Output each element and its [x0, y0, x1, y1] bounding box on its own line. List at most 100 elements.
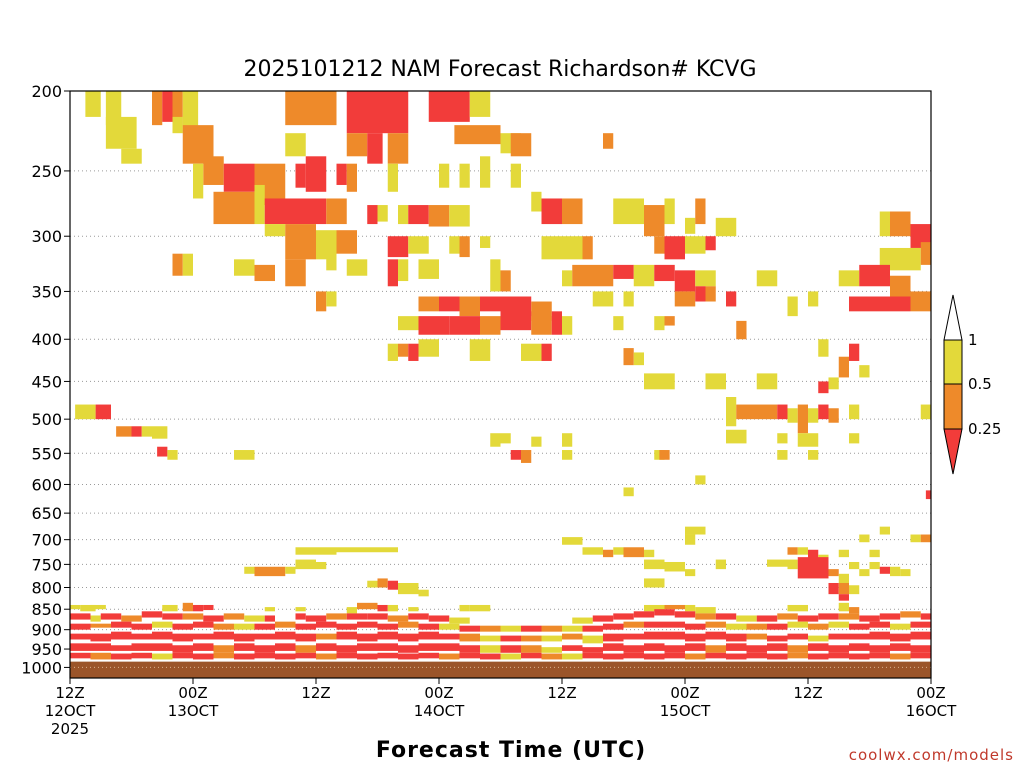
ri-cell [695, 613, 716, 620]
ri-cell [531, 316, 552, 335]
y-tick-label: 900 [31, 621, 62, 640]
ri-cell [111, 653, 132, 660]
colorbar-tick-label: 1 [968, 331, 978, 349]
ri-cell [644, 205, 665, 237]
ri-cell [480, 625, 501, 632]
ri-cell [828, 569, 839, 577]
ri-cell [828, 652, 849, 659]
ri-cell [480, 316, 501, 335]
ri-cell [849, 585, 860, 595]
ri-cell [838, 582, 849, 595]
ri-cell [644, 631, 665, 640]
ri-cell [285, 224, 316, 260]
ri-cell [418, 339, 439, 357]
ri-cell [459, 633, 480, 642]
ri-cell [767, 623, 788, 630]
ri-cell [613, 547, 624, 555]
ri-cell [439, 643, 460, 651]
ri-cell [500, 645, 521, 653]
ri-cell [705, 652, 726, 659]
ri-cell [890, 653, 911, 660]
ri-cell [70, 633, 91, 640]
ri-cell [633, 352, 644, 366]
ri-cell [818, 613, 839, 620]
ri-cell [920, 242, 931, 265]
ri-cell [541, 236, 583, 260]
ri-cell [910, 224, 931, 248]
ri-cell [213, 645, 234, 653]
ri-cell [808, 635, 829, 642]
ri-cell [193, 653, 214, 660]
ri-cell [674, 611, 696, 618]
ri-cell [623, 645, 644, 653]
ri-cell [849, 623, 870, 630]
ri-cell [746, 645, 767, 653]
ri-cell [469, 604, 491, 612]
ri-cell [408, 205, 429, 225]
ri-cell [275, 631, 296, 640]
ri-cell [449, 316, 480, 335]
y-tick-label: 500 [31, 410, 62, 429]
ri-cell [377, 623, 398, 630]
ri-cell [418, 296, 439, 312]
ri-cell [510, 450, 521, 460]
ri-cell [664, 236, 685, 260]
ri-cell [521, 645, 542, 653]
ri-cell [285, 91, 337, 126]
ri-cell [172, 633, 193, 642]
ri-cell [254, 623, 275, 630]
x-tick-label: 00Z [916, 684, 945, 702]
x-axis-label: Forecast Time (UTC) [376, 738, 646, 763]
ri-cell [357, 602, 378, 610]
ri-cell [418, 652, 439, 659]
y-tick-label: 650 [31, 504, 62, 523]
ri-cell [767, 643, 788, 651]
ri-cell [275, 643, 296, 651]
ri-cell [808, 623, 829, 630]
ri-cell [387, 580, 398, 590]
ri-cell [633, 264, 655, 287]
ri-cell [910, 621, 931, 628]
ri-cell [726, 633, 747, 642]
ri-cell [131, 426, 142, 437]
ri-cell [715, 217, 737, 237]
ri-cell [100, 613, 122, 620]
ri-cell [838, 356, 849, 378]
x-tick-label: 12Z [547, 684, 576, 702]
ri-cell [141, 426, 152, 437]
ri-cell [469, 91, 491, 117]
ri-cell [105, 116, 137, 149]
ri-cell [254, 566, 286, 577]
y-tick-label: 450 [31, 372, 62, 391]
ri-cell [797, 547, 808, 555]
ri-cell [644, 621, 665, 628]
ri-cell [336, 230, 357, 254]
ri-cell [787, 547, 798, 555]
ri-cell [377, 604, 388, 612]
credit-text: coolwx.com/models [849, 746, 1014, 764]
ri-cell [849, 404, 860, 420]
ri-cell [377, 643, 398, 651]
ri-cell [408, 607, 419, 612]
ri-cell [828, 633, 849, 640]
ri-cell [500, 635, 521, 642]
ri-cell [316, 621, 337, 628]
y-tick-label: 200 [31, 82, 62, 101]
ri-cell [131, 652, 152, 659]
ri-cell [705, 645, 726, 653]
ri-cell [500, 625, 521, 632]
ri-cell [890, 566, 901, 577]
ri-cell [521, 652, 542, 659]
ri-cell [275, 621, 296, 628]
ri-cell [182, 253, 193, 276]
colorbar-bin-0.5-1 [943, 339, 963, 385]
ri-cell [398, 205, 409, 225]
ri-cell [890, 633, 911, 642]
ri-cell [859, 569, 870, 577]
ri-cell [234, 633, 255, 642]
ri-cell [521, 343, 542, 361]
chart-title: 2025101212 NAM Forecast Richardson# KCVG [243, 57, 756, 82]
ri-cell [387, 133, 409, 164]
ri-cell [408, 613, 429, 620]
ri-cell [715, 613, 737, 620]
